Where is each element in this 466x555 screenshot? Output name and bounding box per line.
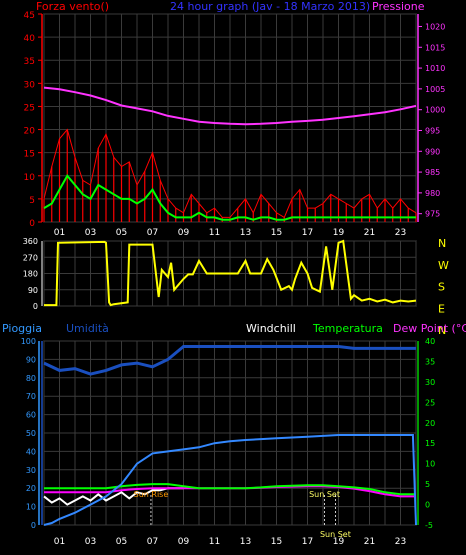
- left-tick-label: 40: [26, 447, 36, 456]
- wind-pressure-panel: Forza vento() 24 hour graph (Jav - 18 Ma…: [24, 0, 446, 238]
- hour-tick-label: 17: [302, 228, 313, 238]
- hour-tick-label: 19: [333, 537, 345, 547]
- compass-label: N: [438, 324, 446, 337]
- left-tick-label: 70: [26, 392, 36, 401]
- pressure-tick-label: 1010: [425, 64, 445, 73]
- left-tick-label: 80: [26, 374, 36, 383]
- wind-tick-label: 10: [24, 173, 36, 183]
- hour-tick-label: 11: [209, 228, 220, 238]
- hour-tick-label: 13: [240, 228, 251, 238]
- hour-tick-label: 21: [364, 537, 375, 547]
- left-tick-label: 20: [26, 484, 36, 493]
- windchill-line: [43, 487, 184, 506]
- hour-tick-label: 05: [116, 228, 127, 238]
- temperature-line: [44, 483, 416, 496]
- direction-tick-label: 90: [28, 286, 38, 295]
- hour-tick-label: 15: [271, 228, 282, 238]
- sun-annotation: Sun Set: [309, 490, 340, 499]
- pressure-tick-label: 985: [425, 168, 440, 177]
- wind-tick-label: 35: [24, 57, 35, 67]
- hour-tick-label: 13: [240, 537, 251, 547]
- hour-tick-label: 07: [147, 537, 158, 547]
- rain-line: [43, 434, 417, 526]
- pressure-tick-label: 1015: [425, 43, 445, 52]
- left-tick-label: 90: [26, 355, 36, 364]
- temperature-tick-label: 10: [425, 460, 435, 469]
- wind-tick-label: 30: [24, 80, 36, 90]
- hour-tick-label: 03: [85, 537, 96, 547]
- pressure-tick-label: 1000: [425, 106, 445, 115]
- hour-tick-label: 19: [333, 228, 345, 238]
- pressure-line: [43, 86, 417, 126]
- wind-direction-line: [44, 239, 417, 307]
- wind-tick-label: 45: [24, 11, 35, 21]
- wind-tick-label: 5: [29, 196, 35, 206]
- rain-humidity-temperature-panel: Pioggia Umidità Windchill Temperatura De…: [2, 322, 466, 547]
- left-tick-label: 60: [26, 411, 36, 420]
- temperature-tick-label: 15: [425, 439, 435, 448]
- wind-tick-label: 25: [24, 103, 35, 113]
- temperature-tick-label: 35: [425, 357, 435, 366]
- pressure-tick-label: 1020: [425, 22, 445, 31]
- hour-tick-label: 09: [178, 228, 190, 238]
- hour-tick-label: 07: [147, 228, 158, 238]
- hour-tick-label: 01: [54, 537, 65, 547]
- temperature-tick-label: 0: [425, 501, 430, 510]
- wind-tick-label: 40: [24, 34, 36, 44]
- pressure-tick-label: 1005: [425, 85, 445, 94]
- wind-average-line: [43, 174, 416, 221]
- windchill-label: Windchill: [246, 322, 296, 335]
- pressure-axis-label: Pressione: [372, 0, 425, 13]
- temperature-tick-label: -5: [425, 521, 433, 530]
- chart-title: 24 hour graph (Jav - 18 Marzo 2013): [170, 0, 370, 13]
- hour-tick-label: 09: [178, 537, 190, 547]
- wind-speed-axis-label: Forza vento(): [36, 0, 109, 13]
- sun-annotation: Sun Rise: [134, 490, 169, 499]
- left-tick-label: 100: [21, 337, 36, 346]
- rain-axis-label: Pioggia: [2, 322, 42, 335]
- temperature-tick-label: 30: [425, 378, 435, 387]
- direction-tick-label: 270: [23, 253, 38, 262]
- compass-label: E: [438, 302, 445, 315]
- pressure-tick-label: 975: [425, 210, 440, 219]
- hour-tick-label: 21: [364, 228, 375, 238]
- pressure-tick-label: 990: [425, 147, 440, 156]
- hour-tick-label: 01: [54, 228, 65, 238]
- wind-tick-label: 20: [24, 127, 36, 137]
- left-tick-label: 50: [26, 429, 36, 438]
- left-tick-label: 10: [26, 503, 36, 512]
- temperature-tick-label: 5: [425, 480, 430, 489]
- hour-tick-label: 17: [302, 537, 313, 547]
- wind-tick-label: 0: [29, 219, 35, 229]
- humidity-line: [43, 345, 416, 376]
- temperature-tick-label: 40: [425, 337, 435, 346]
- hour-tick-label: 11: [209, 537, 220, 547]
- humidity-label: Umidità: [66, 322, 109, 335]
- direction-tick-label: 180: [23, 270, 38, 279]
- temperature-label: Temperatura: [312, 322, 383, 335]
- temperature-tick-label: 25: [425, 398, 435, 407]
- compass-label: W: [438, 259, 449, 272]
- direction-tick-label: 360: [23, 237, 38, 246]
- direction-tick-label: 0: [33, 302, 38, 311]
- pressure-tick-label: 995: [425, 126, 440, 135]
- hour-tick-label: 23: [395, 537, 406, 547]
- left-tick-label: 30: [26, 466, 36, 475]
- sun-annotation: Sun Set: [320, 530, 351, 539]
- hour-tick-label: 03: [85, 228, 96, 238]
- compass-label: S: [438, 281, 445, 294]
- wind-tick-label: 15: [24, 150, 35, 160]
- pressure-tick-label: 980: [425, 189, 440, 198]
- left-tick-label: 0: [31, 521, 36, 530]
- hour-tick-label: 05: [116, 537, 127, 547]
- dew-point-label: Dew Point (°C): [393, 322, 466, 335]
- temperature-tick-label: 20: [425, 419, 435, 428]
- hour-tick-label: 23: [395, 228, 406, 238]
- hour-tick-label: 15: [271, 537, 282, 547]
- compass-label: N: [438, 237, 446, 250]
